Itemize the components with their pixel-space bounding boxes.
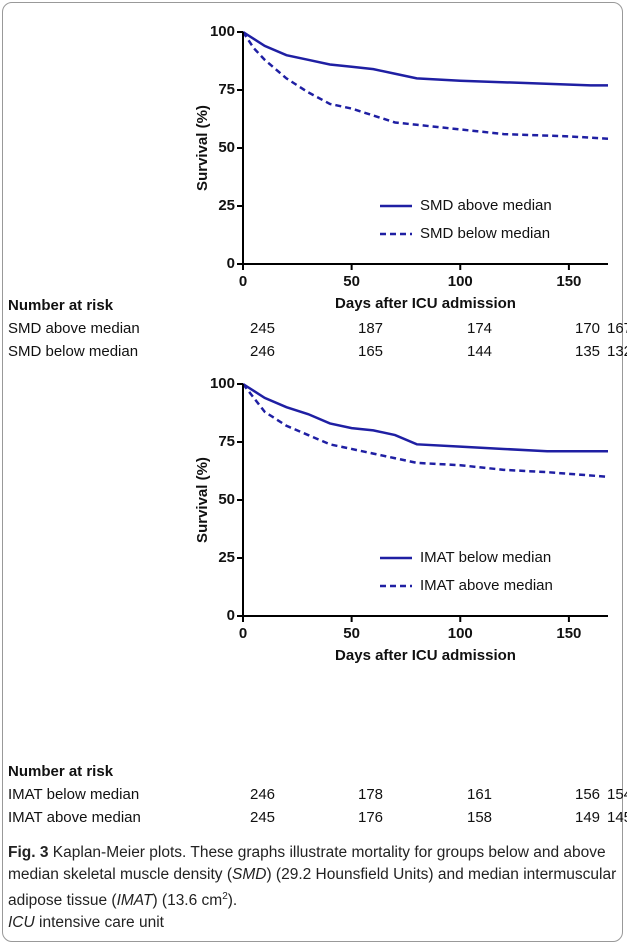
- caption: Fig. 3 Kaplan-Meier plots. These graphs …: [8, 842, 618, 934]
- risk-count: 174: [467, 320, 492, 337]
- y-axis-label: Survival (%): [194, 457, 211, 543]
- y-tick-label: 0: [227, 255, 235, 272]
- risk-count: 161: [467, 786, 492, 803]
- x-tick-label: 50: [343, 273, 360, 290]
- risk-count: 176: [358, 809, 383, 826]
- legend-label: SMD above median: [420, 197, 552, 214]
- caption-text: SMD: [232, 866, 267, 883]
- y-tick-label: 100: [210, 23, 235, 40]
- x-tick-label: 150: [556, 625, 581, 642]
- x-tick-label: 100: [448, 625, 473, 642]
- risk-count: 149: [575, 809, 600, 826]
- caption-text: Kaplan-Meier plots. These graphs illustr…: [8, 844, 606, 883]
- legend-label: IMAT above median: [420, 577, 553, 594]
- y-tick-label: 50: [218, 139, 235, 156]
- risk-count: 132: [607, 343, 627, 360]
- risk-count: 245: [250, 809, 275, 826]
- risk-count: 178: [358, 786, 383, 803]
- caption-text: ICU: [8, 914, 35, 932]
- y-tick-label: 100: [210, 375, 235, 392]
- caption-text: IMAT: [116, 892, 153, 910]
- risk-count: 170: [575, 320, 600, 337]
- survival-curve: [241, 31, 609, 140]
- survival-curve: [242, 382, 608, 453]
- y-tick-label: 75: [218, 81, 235, 98]
- risk-title: Number at risk: [8, 763, 114, 780]
- risk-label: IMAT below median: [8, 786, 139, 803]
- y-tick-label: 50: [218, 491, 235, 508]
- caption-text: intensive care unit: [34, 914, 164, 932]
- risk-count: 187: [358, 320, 383, 337]
- y-tick-label: 25: [218, 549, 235, 566]
- risk-count: 144: [467, 343, 492, 360]
- caption-text: ).: [227, 892, 238, 910]
- y-tick-label: 75: [218, 433, 235, 450]
- caption-text: ) (29.2 Hounsfield Units) and median int…: [8, 866, 617, 910]
- y-axis-label: Survival (%): [194, 105, 211, 191]
- risk-label: SMD above median: [8, 320, 140, 337]
- survival-curve: [242, 30, 608, 87]
- risk-count: 245: [250, 320, 275, 337]
- x-tick-label: 100: [448, 273, 473, 290]
- risk-label: IMAT above median: [8, 809, 141, 826]
- risk-count: 167: [607, 320, 627, 337]
- risk-count: 246: [250, 343, 275, 360]
- x-tick-label: 0: [239, 625, 247, 642]
- legend-label: IMAT below median: [420, 549, 551, 566]
- x-tick-label: 0: [239, 273, 247, 290]
- x-tick-label: 50: [343, 625, 360, 642]
- legend-label: SMD below median: [420, 225, 550, 242]
- x-axis-label: Days after ICU admission: [335, 295, 516, 312]
- risk-count: 145: [607, 809, 627, 826]
- risk-label: SMD below median: [8, 343, 138, 360]
- risk-count: 158: [467, 809, 492, 826]
- risk-count: 135: [575, 343, 600, 360]
- y-tick-label: 0: [227, 607, 235, 624]
- x-axis-label: Days after ICU admission: [335, 647, 516, 664]
- risk-count: 154: [607, 786, 627, 803]
- y-tick-label: 25: [218, 197, 235, 214]
- x-tick-label: 150: [556, 273, 581, 290]
- survival-curve: [242, 383, 609, 479]
- risk-title: Number at risk: [8, 297, 114, 314]
- risk-count: 246: [250, 786, 275, 803]
- risk-count: 156: [575, 786, 600, 803]
- caption-text: ) (13.6 cm: [152, 892, 223, 910]
- caption-text: 2: [222, 891, 228, 902]
- caption-label: Fig. 3: [8, 844, 49, 861]
- risk-count: 165: [358, 343, 383, 360]
